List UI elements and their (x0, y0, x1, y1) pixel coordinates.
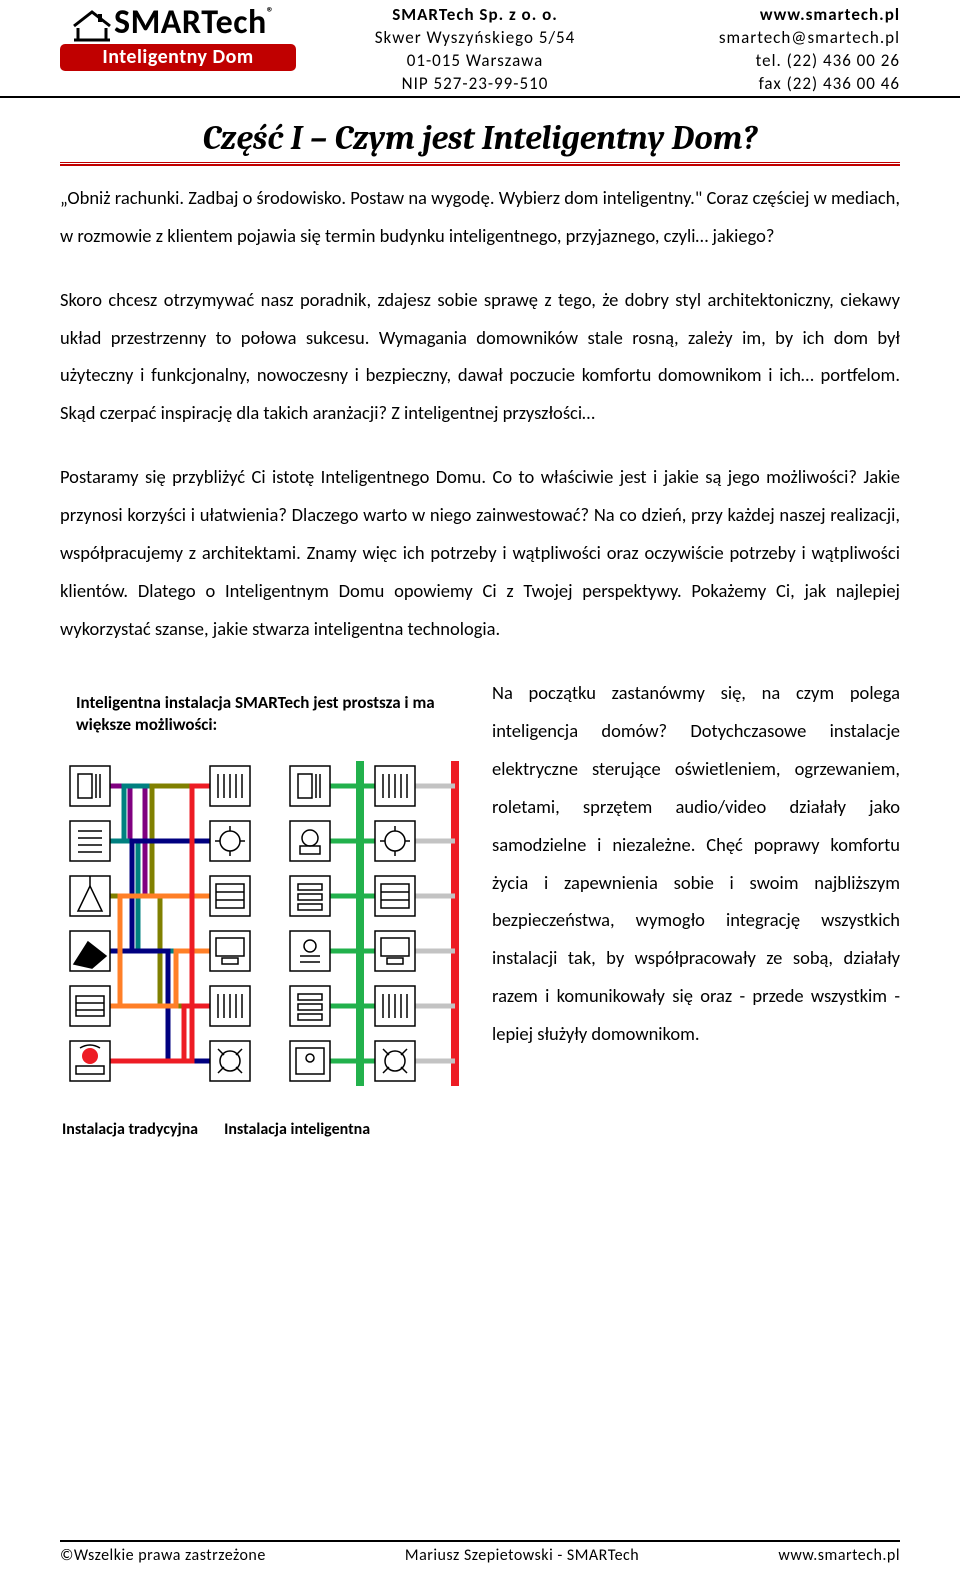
figure-label-left: Instalacja tradycyjna (62, 1114, 198, 1147)
content: „Obniż rachunki. Zadbaj o środowisko. Po… (0, 179, 960, 1147)
company-logo: SMARTech® Inteligentny Dom (60, 6, 296, 71)
address-city: 01-015 Warszawa (310, 50, 640, 73)
contact-tel: tel. (22) 436 00 26 (640, 50, 900, 73)
figure-label-right: Instalacja inteligentna (224, 1114, 370, 1147)
footer-left: ©Wszelkie prawa zastrzeżone (60, 1546, 266, 1565)
logo-name: SMARTech® (114, 6, 274, 42)
paragraph-1: „Obniż rachunki. Zadbaj o środowisko. Po… (60, 179, 900, 255)
paragraph-2: Skoro chcesz otrzymywać nasz poradnik, z… (60, 281, 900, 433)
contact-block: www.smartech.pl smartech@smartech.pl tel… (640, 2, 900, 96)
address-nip: NIP 527-23-99-510 (310, 73, 640, 96)
page-footer: ©Wszelkie prawa zastrzeżone Mariusz Szep… (60, 1540, 900, 1565)
company-name: SMARTech Sp. z o. o. (310, 4, 640, 27)
figure-labels: Instalacja tradycyjna Instalacja intelig… (60, 1114, 466, 1147)
page-header: SMARTech® Inteligentny Dom SMARTech Sp. … (0, 0, 960, 98)
contact-web: www.smartech.pl (640, 4, 900, 27)
house-icon (72, 8, 112, 42)
figure-heading: Inteligentna instalacja SMARTech jest pr… (76, 692, 466, 736)
logo-subtitle: Inteligentny Dom (60, 44, 296, 71)
figure-column: Inteligentna instalacja SMARTech jest pr… (60, 674, 466, 1147)
footer-right: www.smartech.pl (778, 1546, 900, 1565)
installation-diagram (60, 746, 466, 1106)
paragraph-4: Na początku zastanówmy się, na czym pole… (492, 674, 900, 1147)
title-rule (60, 162, 900, 165)
paragraph-3: Postaramy się przybliżyć Ci istotę Intel… (60, 458, 900, 648)
contact-email: smartech@smartech.pl (640, 27, 900, 50)
footer-center: Mariusz Szepietowski - SMARTech (405, 1546, 639, 1565)
contact-fax: fax (22) 436 00 46 (640, 73, 900, 96)
address-street: Skwer Wyszyńskiego 5/54 (310, 27, 640, 50)
address-block: SMARTech Sp. z o. o. Skwer Wyszyńskiego … (310, 2, 640, 96)
page-title: Część I – Czym jest Inteligentny Dom? (0, 112, 960, 162)
figure-row: Inteligentna instalacja SMARTech jest pr… (60, 674, 900, 1147)
logo-block: SMARTech® Inteligentny Dom (60, 2, 310, 96)
